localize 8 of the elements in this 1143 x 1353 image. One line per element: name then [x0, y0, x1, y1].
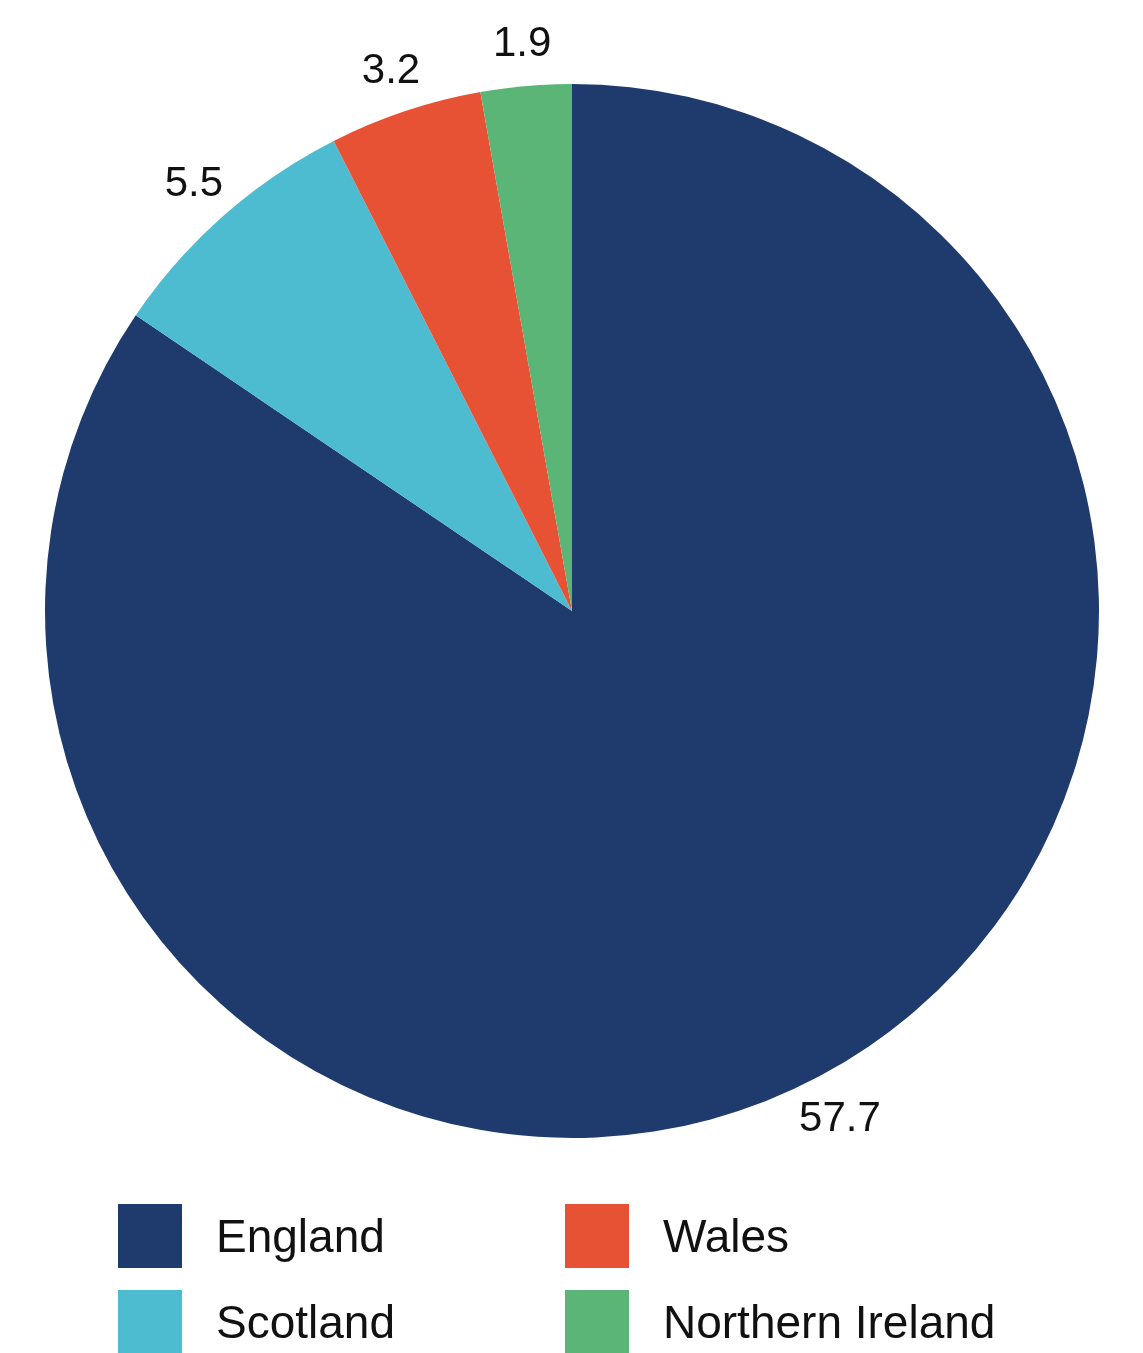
data-label: 1.9 — [492, 17, 552, 65]
data-label: 3.2 — [361, 44, 421, 92]
data-label: 57.7 — [799, 1092, 881, 1140]
legend-label: Wales — [663, 1209, 790, 1263]
legend-label: Scotland — [216, 1295, 396, 1349]
data-label: 5.5 — [164, 158, 224, 206]
legend-label: Northern Ireland — [663, 1295, 996, 1349]
legend-label: England — [216, 1209, 385, 1263]
